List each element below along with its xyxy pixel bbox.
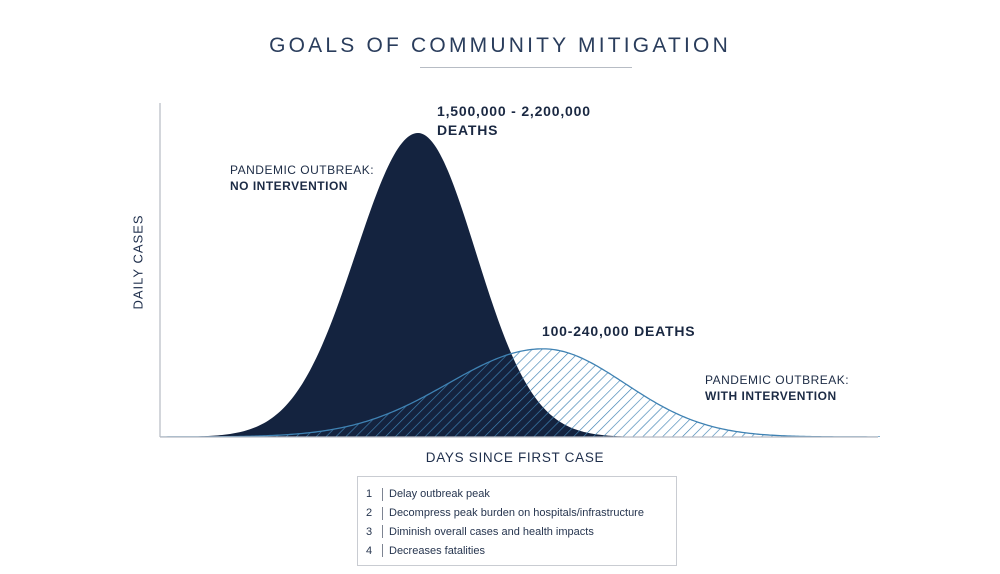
annotation-with-intervention-line2: WITH INTERVENTION: [705, 389, 837, 403]
annotation-no-intervention: PANDEMIC OUTBREAK: NO INTERVENTION: [230, 162, 374, 194]
with-intervention-curve: [160, 348, 880, 437]
x-axis-label: DAYS SINCE FIRST CASE: [425, 450, 605, 465]
legend-item: 2 Decompress peak burden on hospitals/in…: [366, 504, 676, 523]
goals-legend: 1 Delay outbreak peak 2 Decompress peak …: [357, 476, 677, 566]
legend-item: 3 Diminish overall cases and health impa…: [366, 523, 676, 542]
legend-separator: [382, 487, 383, 501]
legend-item-text: Decompress peak burden on hospitals/infr…: [389, 507, 644, 520]
legend-separator: [382, 544, 383, 558]
title-underline: [420, 67, 632, 68]
annotation-high-deaths-line2: DEATHS: [437, 122, 499, 138]
legend-item-number: 2: [366, 507, 373, 520]
annotation-with-intervention: PANDEMIC OUTBREAK: WITH INTERVENTION: [705, 372, 849, 404]
annotation-no-intervention-line2: NO INTERVENTION: [230, 179, 348, 193]
legend-item-number: 4: [366, 544, 373, 557]
annotation-low-deaths: 100-240,000 DEATHS: [542, 323, 696, 339]
with-intervention-hatch: [160, 348, 880, 437]
annotation-no-intervention-line1: PANDEMIC OUTBREAK:: [230, 163, 375, 177]
legend-item-text: Decreases fatalities: [389, 544, 485, 557]
legend-separator: [382, 525, 383, 539]
legend-item-number: 1: [366, 488, 373, 501]
legend-separator: [382, 506, 383, 520]
legend-item: 4 Decreases fatalities: [366, 541, 676, 560]
legend-item-text: Diminish overall cases and health impact…: [389, 525, 594, 538]
legend-item-number: 3: [366, 525, 373, 538]
annotation-high-deaths: 1,500,000 - 2,200,000 DEATHS: [437, 102, 591, 140]
legend-item-text: Delay outbreak peak: [389, 488, 490, 501]
annotation-high-deaths-line1: 1,500,000 - 2,200,000: [437, 103, 591, 119]
chart-title: GOALS OF COMMUNITY MITIGATION: [269, 34, 731, 57]
legend-item: 1 Delay outbreak peak: [366, 485, 676, 504]
annotation-with-intervention-line1: PANDEMIC OUTBREAK:: [705, 373, 850, 387]
no-intervention-curve: [160, 133, 880, 437]
